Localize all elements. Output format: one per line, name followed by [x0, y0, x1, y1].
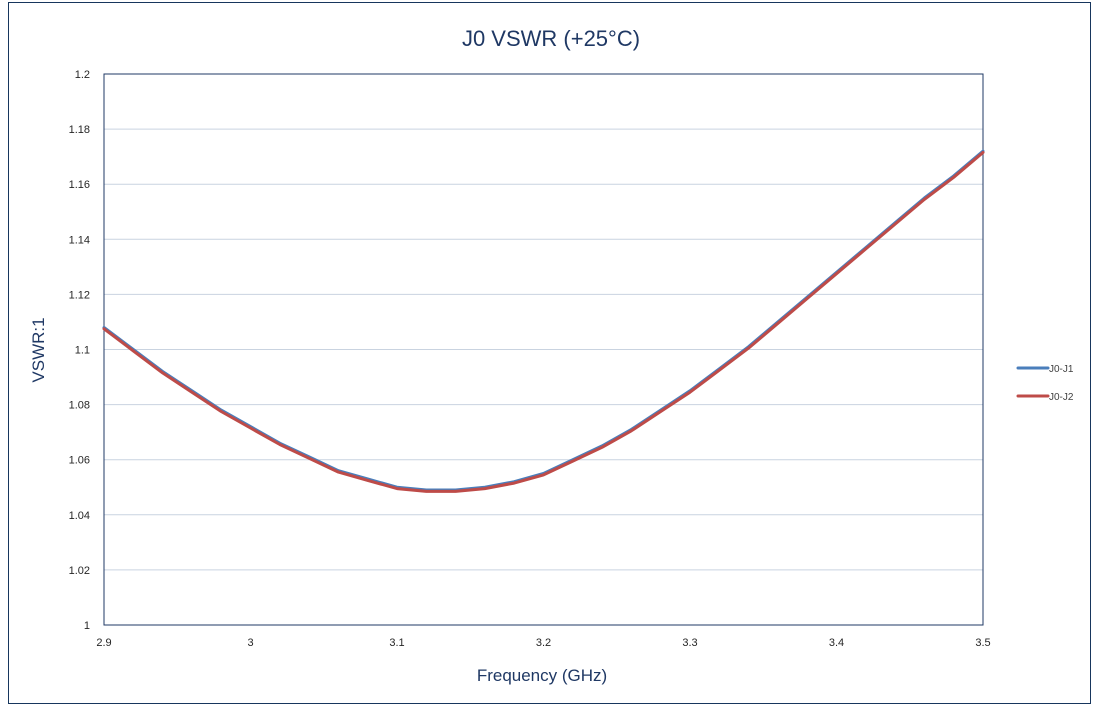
- plot-area: [103, 73, 984, 626]
- chart-frame: [8, 2, 1091, 704]
- x-tick-label: 2.9: [96, 637, 111, 649]
- y-tick-label: 1.08: [69, 400, 90, 412]
- y-tick-label: 1.14: [69, 234, 90, 246]
- series-line-j0-j1: [102, 149, 985, 492]
- x-tick-label: 3: [247, 637, 253, 649]
- y-tick-label: 1: [84, 620, 90, 632]
- y-tick-label: 1.04: [69, 510, 90, 522]
- y-tick-label: 1.02: [69, 565, 90, 577]
- x-tick-label: 3.5: [975, 637, 990, 649]
- legend-label: J0-J2: [1049, 392, 1074, 403]
- chart-title: J0 VSWR (+25°C): [462, 26, 640, 51]
- y-tick-label: 1.2: [75, 69, 90, 81]
- gridlines: [104, 73, 983, 626]
- y-tick-label: 1.06: [69, 455, 90, 467]
- legend: J0-J1 J0-J2: [1016, 364, 1074, 403]
- y-tick-label: 1.1: [75, 345, 90, 357]
- x-axis-title: Frequency (GHz): [477, 666, 607, 685]
- series-lines: [102, 149, 985, 493]
- x-tick-label: 3.3: [682, 637, 697, 649]
- y-tick-label: 1.16: [69, 179, 90, 191]
- y-tick-label: 1.12: [69, 289, 90, 301]
- x-tick-label: 3.4: [829, 637, 844, 649]
- legend-label: J0-J1: [1049, 364, 1074, 375]
- series-line-j0-j2: [102, 151, 985, 493]
- y-tick-label: 1.18: [69, 124, 90, 136]
- x-tick-label: 3.2: [536, 637, 551, 649]
- y-axis-ticks: 1 1.02 1.04 1.06 1.08 1.1 1.12 1.14 1.16 1.18 1.2: [69, 69, 90, 632]
- y-axis-title: VSWR:1: [29, 317, 48, 382]
- x-axis-ticks: 2.9 3 3.1 3.2 3.3 3.4 3.5: [96, 637, 990, 649]
- x-tick-label: 3.1: [389, 637, 404, 649]
